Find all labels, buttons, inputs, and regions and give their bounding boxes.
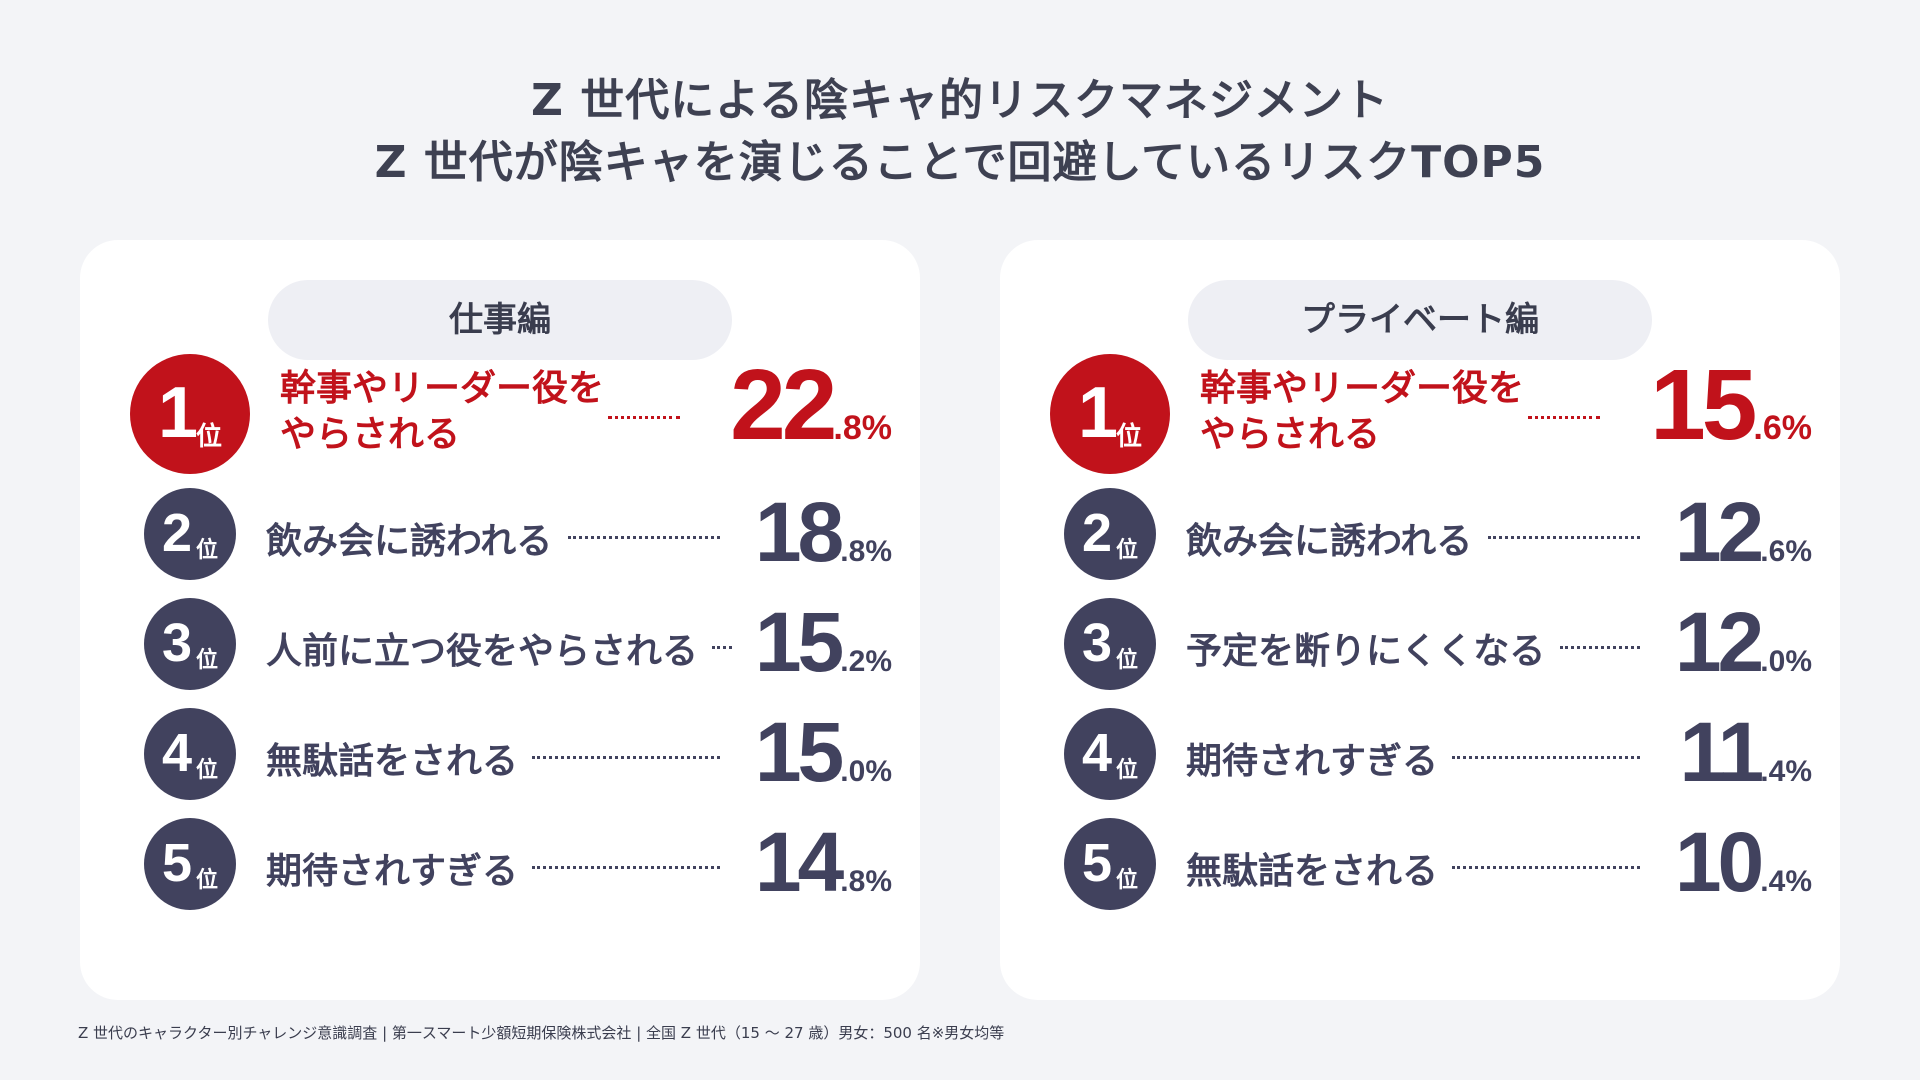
rank-label: 無駄話をされる [266,741,519,782]
rank-label: 幹事やリーダー役をやらされる [1200,368,1525,455]
value-decimal: .4 [1760,865,1786,898]
panel-private: プライベート編 1 位幹事やリーダー役をやらされる 15.6% 2 位飲み会に誘われる 1… [1000,240,1840,1000]
value-integer: 10 [1674,815,1764,909]
value-integer: 12 [1674,595,1764,689]
rank-value: 18.8% [755,484,892,581]
rank-value: 12.0% [1675,594,1812,691]
rank-label: 無駄話をされる [1186,851,1439,892]
rank-label: 期待されすぎる [1186,741,1439,782]
value-percent: % [1785,865,1812,898]
rank-suffix: 位 [1116,758,1139,783]
rank-value: 15.0% [755,704,892,801]
leader-dots [1452,866,1640,869]
value-decimal: .8 [840,865,866,898]
value-percent: % [1781,409,1812,447]
value-decimal: .8 [833,409,862,447]
leader-dots [1488,536,1640,539]
rank-value: 10.4% [1675,814,1812,911]
rank-value: 15.2% [755,594,892,691]
leader-dots [712,646,732,649]
panel-title-private: プライベート編 [1188,280,1652,360]
rank-number: 5 [1082,833,1113,893]
rank-number: 3 [162,613,193,673]
value-integer: 15 [754,595,844,689]
rank-label: 飲み会に誘われる [1186,521,1473,562]
rank-value: 15.6% [1650,348,1812,463]
chart-titles: Z 世代による陰キャ的リスクマネジメント Z 世代が陰キャを演じることで回避して… [0,70,1920,194]
value-percent: % [1785,535,1812,568]
rank-suffix: 位 [196,422,223,452]
value-integer: 12 [1674,485,1764,579]
rank-value: 22.8% [730,348,892,463]
rank-number: 1 [1078,373,1119,453]
rank-value: 12.6% [1675,484,1812,581]
rank-value: 14.8% [755,814,892,911]
rank-number: 4 [162,723,193,783]
rank-label: 予定を断りにくくなる [1186,631,1546,672]
value-decimal: .0 [840,755,866,788]
value-integer: 18 [754,485,844,579]
rank-suffix: 位 [1116,648,1139,673]
rank-suffix: 位 [196,868,219,893]
rank-number: 5 [162,833,193,893]
leader-dots [1452,756,1640,759]
leader-dots [1560,646,1640,649]
rank-suffix: 位 [196,538,219,563]
value-decimal: .4 [1760,755,1786,788]
value-decimal: .6 [1753,409,1782,447]
leader-dots [532,756,720,759]
rank-suffix: 位 [1116,868,1139,893]
value-integer: 11 [1679,705,1764,799]
rank-number: 3 [1082,613,1113,673]
rank-label: 幹事やリーダー役をやらされる [280,368,605,455]
value-integer: 15 [1650,349,1757,461]
value-decimal: .6 [1760,535,1786,568]
value-percent: % [865,645,892,678]
value-percent: % [1785,645,1812,678]
rank-value: 11.4% [1679,704,1812,801]
rank-label: 人前に立つ役をやらされる [266,631,699,672]
value-percent: % [865,755,892,788]
leader-dots [608,416,680,419]
value-integer: 15 [754,705,844,799]
leader-dots [1528,416,1600,419]
panel-title-work: 仕事編 [268,280,732,360]
panel-work: 仕事編 1 位幹事やリーダー役をやらされる 22.8% 2 位飲み会に誘われる 18.8%… [80,240,920,1000]
sub-title: Z 世代が陰キャを演じることで回避しているリスクTOP5 [374,137,1546,188]
value-percent: % [865,865,892,898]
rank-suffix: 位 [1116,422,1143,452]
value-percent: % [861,409,892,447]
rank-number: 2 [162,503,193,563]
main-title: Z 世代による陰キャ的リスクマネジメント [531,75,1389,126]
rank-number: 1 [158,373,199,453]
rank-suffix: 位 [196,758,219,783]
value-decimal: .8 [840,535,866,568]
source-footnote: Z 世代のキャラクター別チャレンジ意識調査 | 第一スマート少額短期保険株式会社… [78,1024,1005,1042]
rank-label: 期待されすぎる [266,851,519,892]
rank-suffix: 位 [1116,538,1139,563]
value-percent: % [1785,755,1812,788]
value-decimal: .0 [1760,645,1786,678]
leader-dots [532,866,720,869]
rank-label: 飲み会に誘われる [266,521,553,562]
value-integer: 22 [730,349,837,461]
value-percent: % [865,535,892,568]
rank-number: 4 [1082,723,1113,783]
leader-dots [568,536,720,539]
rank-suffix: 位 [196,648,219,673]
value-decimal: .2 [840,645,866,678]
value-integer: 14 [754,815,844,909]
rank-number: 2 [1082,503,1113,563]
